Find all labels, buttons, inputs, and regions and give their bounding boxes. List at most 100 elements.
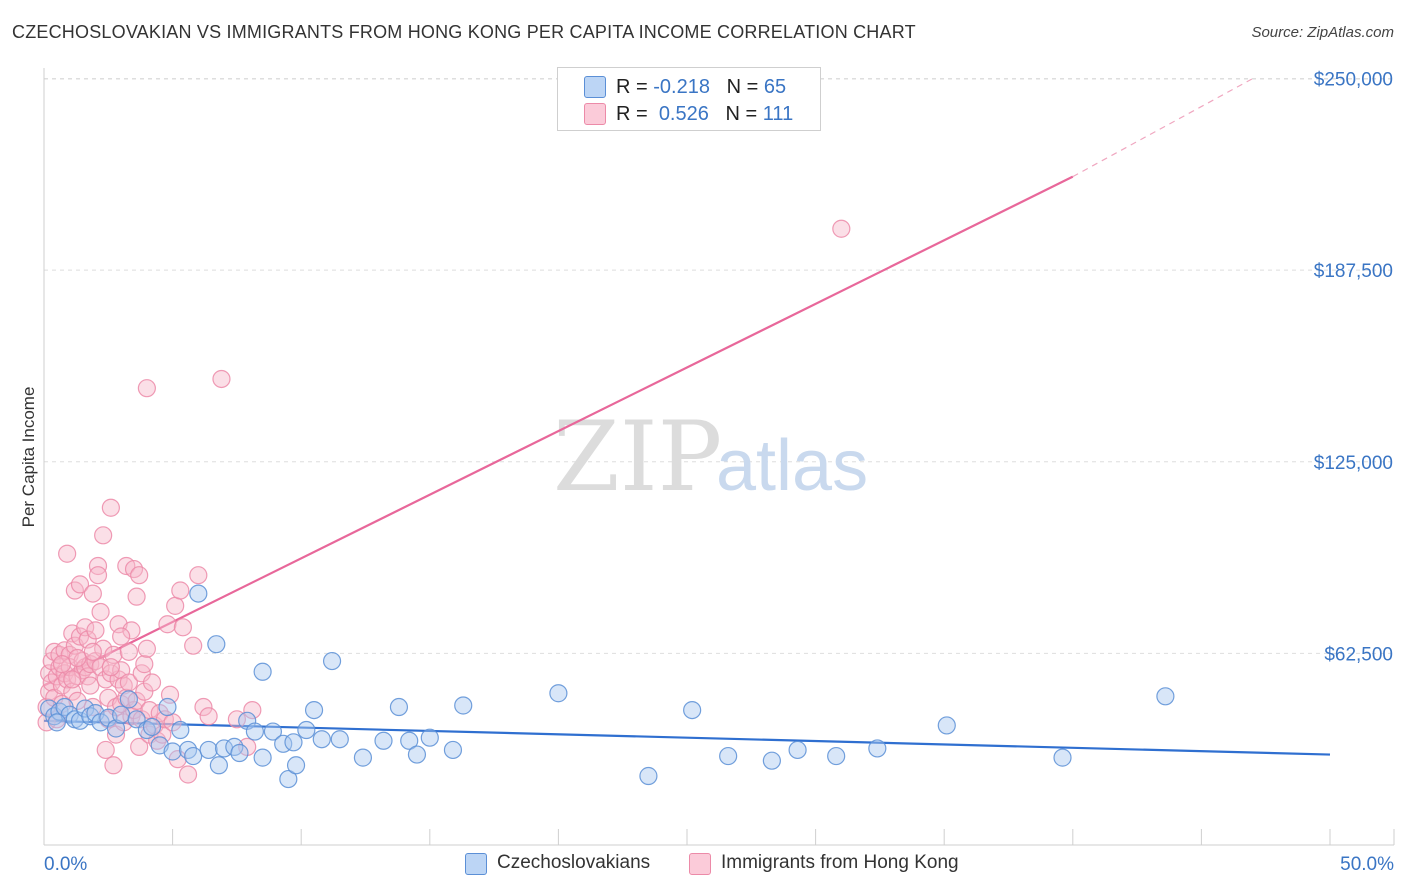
- czechoslovakian-point: [312, 730, 331, 749]
- hong-kong-point: [96, 740, 115, 760]
- legend-r-value: 0.526: [658, 103, 709, 125]
- hong-kong-point: [189, 566, 208, 585]
- source-credit: Source: ZipAtlas.com: [1251, 24, 1394, 41]
- czechoslovakian-point: [304, 700, 324, 720]
- hong-kong-point: [173, 618, 192, 637]
- hong-kong-point: [130, 737, 149, 756]
- bottom-legend-czechoslovakians: Czechoslovakians: [465, 852, 651, 875]
- czechoslovakian-point: [788, 740, 807, 760]
- hong-kong-point: [91, 602, 110, 622]
- hong-kong-point: [166, 596, 185, 615]
- czechoslovakian-point: [400, 731, 419, 750]
- czechoslovakian-point: [209, 756, 228, 775]
- czechoslovakian-point: [389, 697, 409, 717]
- tick-labels: $62,500 $125,000 $187,500 $250,000 0.0% 50.0%: [44, 70, 1394, 876]
- czechoslovakian-point: [549, 684, 568, 703]
- czechoslovakian-point: [868, 739, 887, 758]
- hong-kong-point: [94, 526, 113, 545]
- legend-n-value: 65: [763, 76, 787, 98]
- czechoslovakian-point: [171, 720, 190, 740]
- czechoslovakian-point: [263, 722, 283, 741]
- czechoslovakian-point: [297, 720, 316, 740]
- czechoslovakian-point: [284, 733, 303, 752]
- czechoslovakian-point: [47, 713, 66, 732]
- hong-kong-point: [101, 658, 120, 677]
- hong-kong-point: [86, 621, 105, 640]
- grid-lines: [44, 78, 1394, 654]
- y-tick-label: $187,500: [1314, 261, 1393, 282]
- czechoslovakian-point: [142, 717, 162, 737]
- trend-lines: [43, 77, 1331, 756]
- hong-kong-point: [137, 639, 156, 658]
- hong-kong-point: [127, 691, 146, 710]
- hong-kong-point: [104, 756, 123, 775]
- czechoslovakian-point: [420, 728, 439, 747]
- hong-kong-point: [832, 219, 851, 238]
- czechoslovakian-point: [762, 751, 781, 770]
- czechoslovakian-point: [230, 743, 249, 763]
- hong-kong-point: [171, 581, 190, 600]
- czechoslovakian-point: [322, 651, 342, 671]
- x-tick-label: 0.0%: [44, 854, 87, 875]
- axes: [43, 68, 1395, 846]
- czechoslovakian-point: [937, 716, 956, 735]
- legend-row-hong-kong: R = 0.526 N = 111: [616, 103, 793, 126]
- czechoslovakian-point: [1053, 748, 1072, 767]
- czechoslovakian-point: [279, 769, 298, 789]
- hong-kong-point: [135, 655, 154, 674]
- hong-kong-point: [63, 670, 82, 689]
- czechoslovakian-point: [719, 746, 738, 766]
- czechoslovakian-point: [119, 690, 138, 709]
- hong-kong-point: [81, 676, 100, 695]
- y-axis-label: Per Capita Income: [19, 387, 38, 528]
- hong-kong-point: [137, 379, 156, 398]
- hong-kong-point: [212, 369, 231, 389]
- czechoslovakian-point: [163, 742, 182, 761]
- hong-kong-point: [70, 575, 90, 594]
- hong-kong-point: [127, 587, 146, 606]
- hong-kong-point: [135, 682, 154, 701]
- chart-title: CZECHOSLOVAKIAN VS IMMIGRANTS FROM HONG …: [12, 22, 916, 42]
- bottom-legend-label: Czechoslovakians: [497, 852, 651, 873]
- czechoslovakian-point: [199, 740, 218, 760]
- hong-kong-point: [52, 655, 72, 674]
- legend-r-value: -0.218: [653, 76, 710, 98]
- czechoslovakian-trend-line: [43, 719, 1331, 756]
- bottom-legend-hong-kong: Immigrants from Hong Kong: [689, 852, 959, 875]
- hong-kong-point: [112, 627, 131, 646]
- legend-swatch-pink: [584, 103, 606, 125]
- czechoslovakian-point: [639, 766, 658, 786]
- legend-r-label: R =: [616, 103, 654, 125]
- y-tick-label: $125,000: [1314, 453, 1393, 474]
- czechoslovakian-point: [286, 756, 306, 775]
- legend-n-label: N =: [726, 76, 764, 98]
- hong-kong-point: [68, 648, 87, 668]
- czechoslovakian-point: [253, 748, 272, 767]
- czechoslovakian-point: [207, 635, 226, 654]
- czechoslovakian-point: [184, 746, 203, 766]
- czechoslovakian-point: [443, 740, 463, 760]
- x-tick-label: 50.0%: [1340, 854, 1394, 875]
- hong-kong-point: [122, 621, 141, 640]
- legend-r-label: R =: [616, 76, 654, 98]
- czechoslovakian-point: [81, 707, 100, 726]
- hong-kong-point: [199, 707, 218, 726]
- hong-kong-point: [194, 697, 213, 717]
- correlation-legend: R = -0.218 N = 65 R = 0.526 N = 111: [557, 67, 821, 131]
- watermark-zip: ZIP: [553, 401, 722, 513]
- legend-swatch-blue: [584, 76, 606, 98]
- czechoslovakian-point: [827, 746, 846, 766]
- hong-kong-point: [184, 636, 203, 655]
- czechoslovakian-point: [112, 705, 131, 724]
- legend-row-czechoslovakians: R = -0.218 N = 65: [616, 76, 786, 99]
- czechoslovakian-point: [683, 700, 702, 720]
- hong-kong-point: [83, 584, 102, 603]
- watermark-atlas: atlas: [716, 426, 868, 506]
- czechoslovakian-point: [106, 719, 126, 738]
- hong-kong-point: [119, 642, 138, 661]
- bottom-legend-label: Immigrants from Hong Kong: [721, 852, 959, 873]
- czechoslovakian-point: [245, 722, 265, 741]
- y-tick-label: $250,000: [1314, 70, 1393, 91]
- y-tick-label: $62,500: [1324, 644, 1393, 665]
